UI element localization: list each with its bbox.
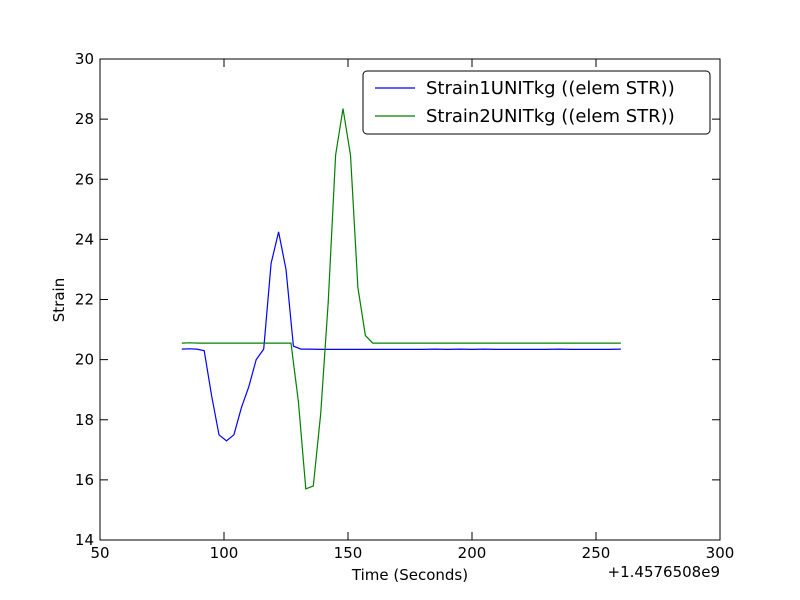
x-axis-offset-label: +1.4576508e9 (608, 563, 720, 581)
series-line-2 (181, 108, 621, 490)
plot-lines (181, 108, 621, 490)
legend-box (362, 70, 711, 135)
y-tick-label: 24 (75, 230, 94, 248)
x-tick-label: 200 (458, 544, 487, 562)
x-tick-label: 300 (706, 544, 735, 562)
series-line-1 (181, 231, 621, 442)
y-tick-label: 26 (75, 170, 94, 188)
x-tick-label: 100 (210, 544, 239, 562)
y-tick-label: 16 (75, 471, 94, 489)
y-tick-label: 30 (75, 50, 94, 68)
x-tick-label: 250 (582, 544, 611, 562)
y-tick-label: 28 (75, 110, 94, 128)
y-tick-label: 22 (75, 291, 94, 309)
legend-label-strain1: Strain1UNITkg ((elem STR)) (426, 78, 675, 99)
y-tick-label: 18 (75, 411, 94, 429)
axis-tick-labels: 50 100 150 200 250 300 14 16 18 20 22 24 26 28 30 (75, 50, 734, 562)
legend-label-strain2: Strain2UNITkg ((elem STR)) (426, 106, 675, 127)
y-tick-label: 14 (75, 531, 94, 549)
x-axis-label: Time (Seconds) (351, 566, 468, 584)
axis-ticks (99, 58, 721, 541)
x-tick-label: 150 (334, 544, 363, 562)
x-tick-label: 50 (90, 544, 109, 562)
y-tick-label: 20 (75, 351, 94, 369)
legend: Strain1UNITkg ((elem STR)) Strain2UNITkg… (362, 70, 711, 135)
y-axis-label: Strain (50, 278, 68, 322)
